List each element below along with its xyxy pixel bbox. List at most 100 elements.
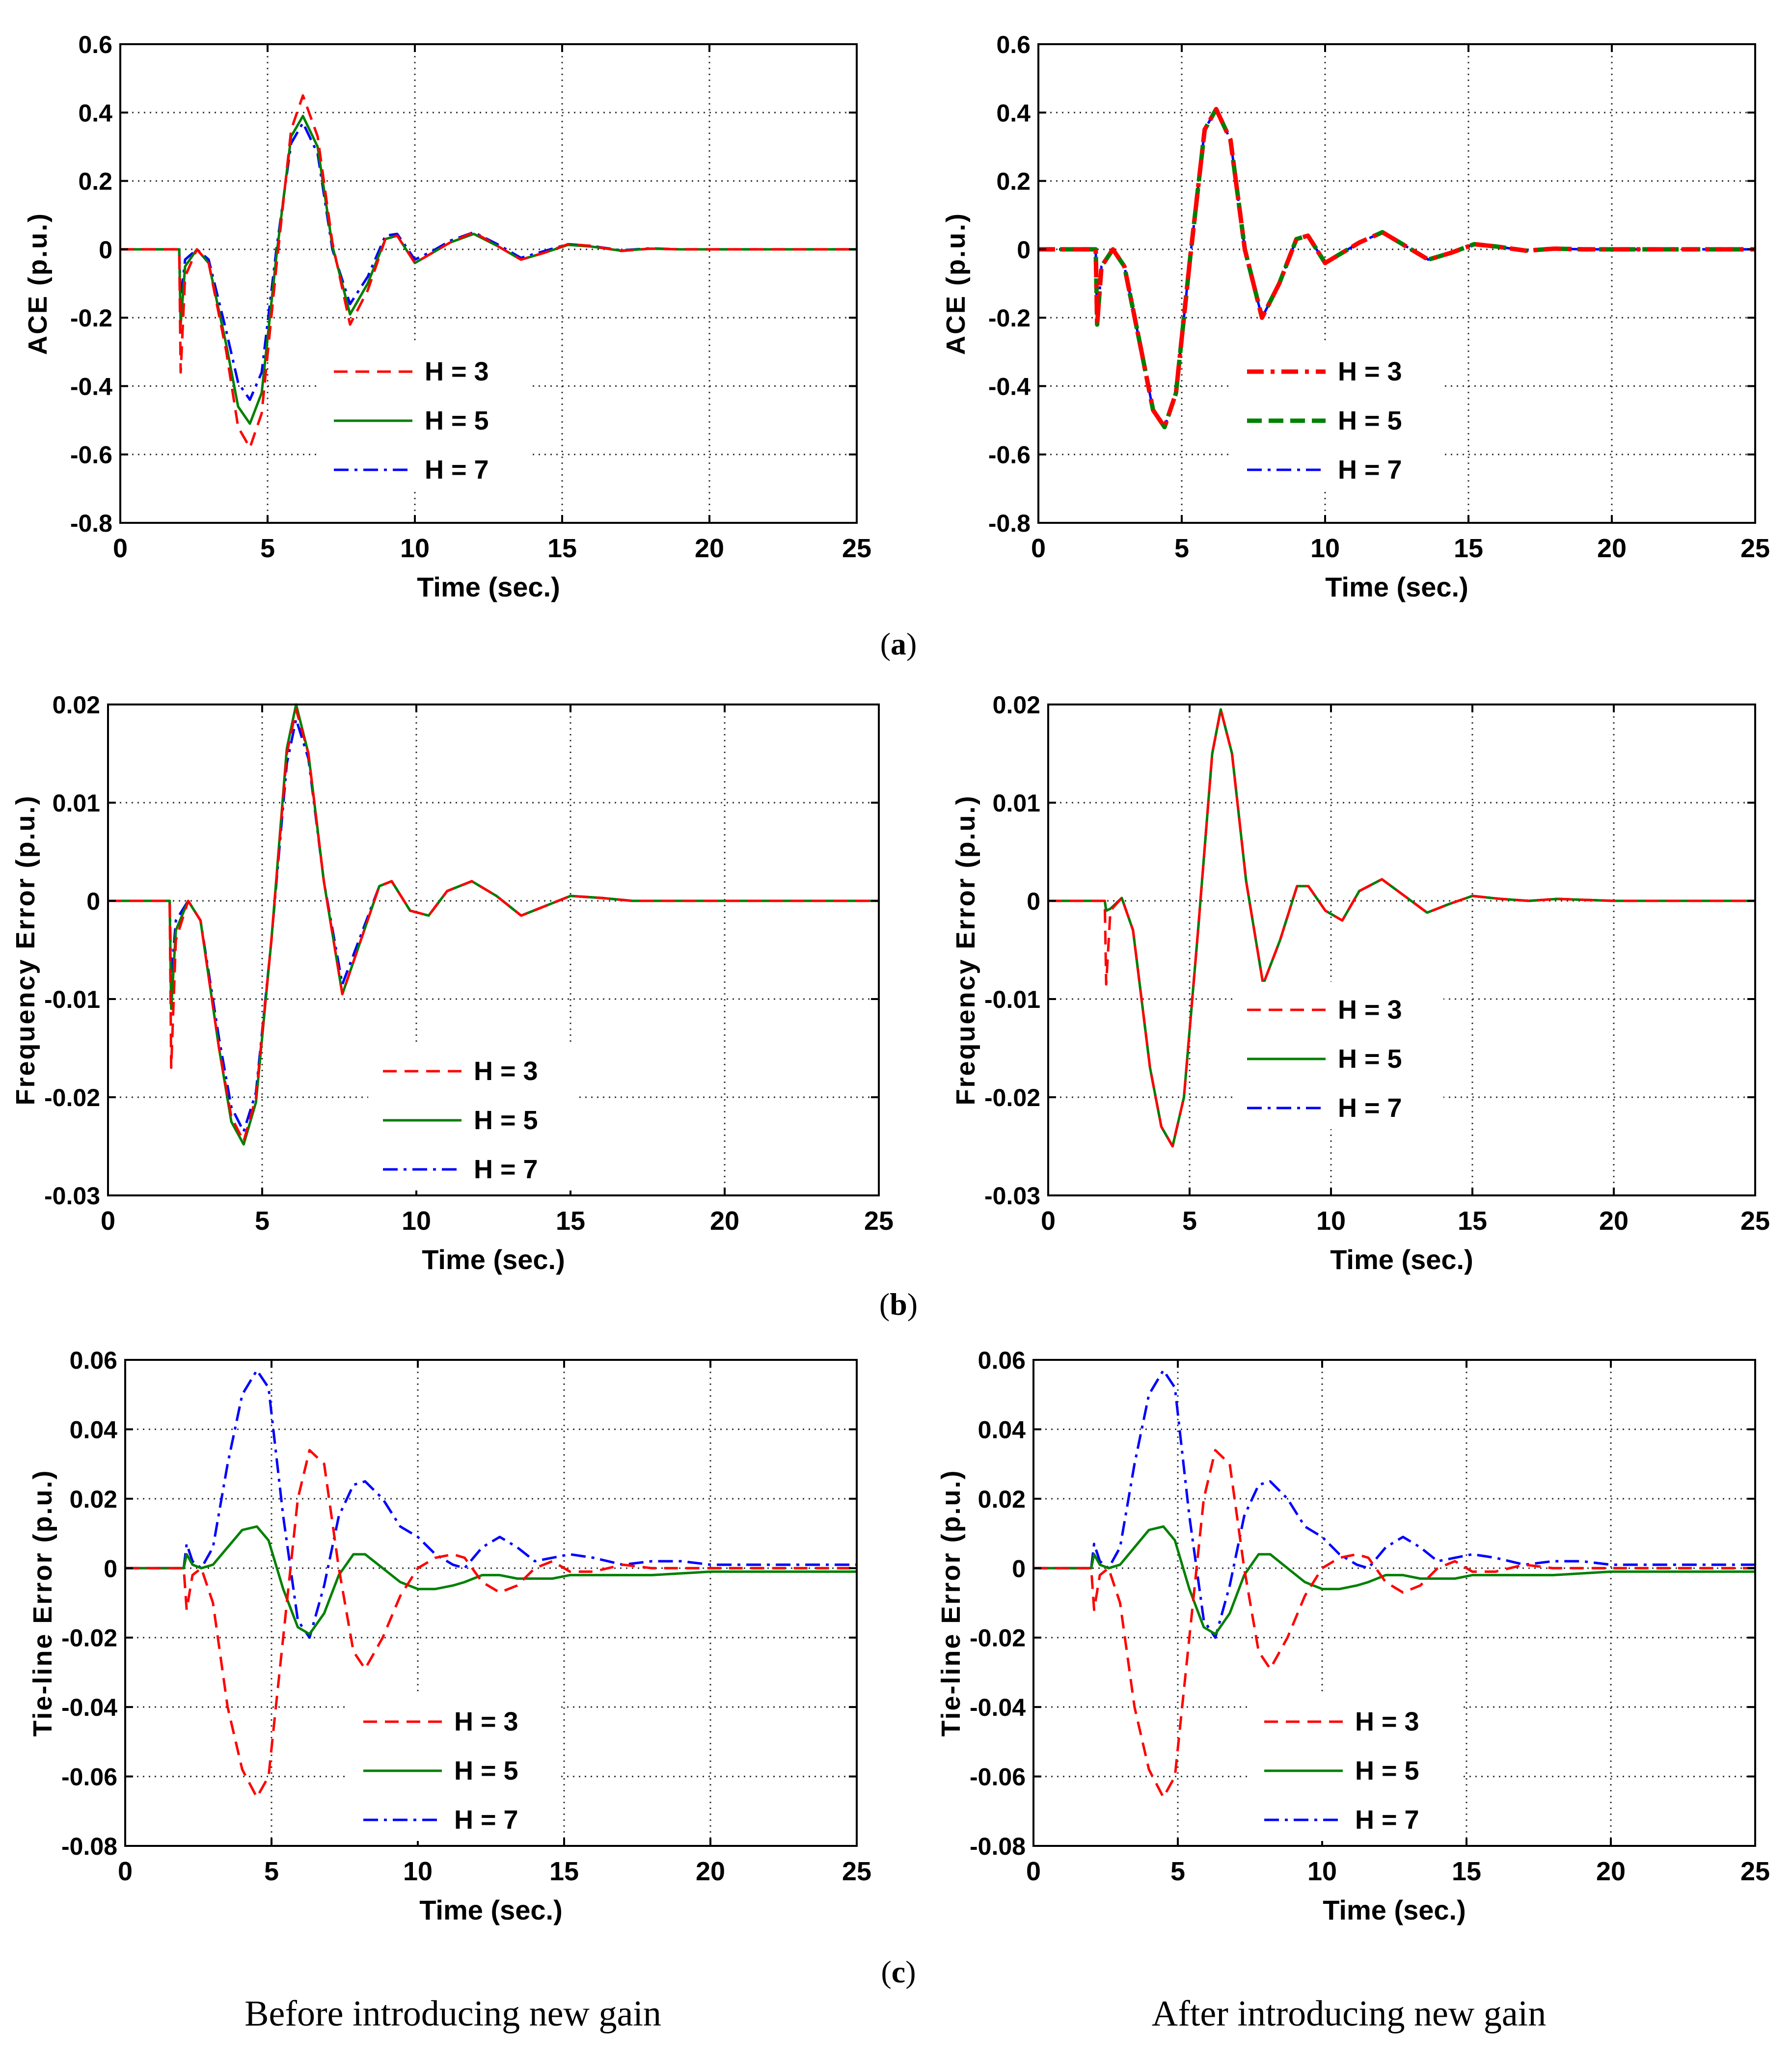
plot-frame: [124, 1359, 858, 1847]
y-tick-label: -0.2: [988, 304, 1031, 332]
y-tick-label: 0: [1027, 888, 1040, 915]
legend-label: H = 3: [425, 357, 489, 386]
y-tick-label: 0.2: [78, 168, 112, 195]
y-tick-label: 0.6: [78, 31, 112, 58]
y-tick-label: 0: [1012, 1555, 1026, 1582]
legend-label: H = 7: [454, 1805, 518, 1835]
y-tick-label: -0.6: [988, 441, 1031, 469]
legend: H = 3 H = 5 H = 7: [1232, 982, 1443, 1129]
series-line-h3: [1033, 1449, 1755, 1799]
y-tick-label: -0.4: [988, 373, 1031, 400]
legend-background: [319, 344, 530, 491]
plot-frame: [119, 43, 858, 524]
x-tick-label: 10: [400, 534, 430, 563]
x-tick-label: 10: [1316, 1206, 1346, 1236]
y-axis-label: ACE (p.u.): [23, 212, 53, 355]
series-line-h3: [1038, 107, 1755, 430]
y-tick-label: 0.02: [70, 1486, 117, 1513]
x-tick-label: 0: [101, 1206, 115, 1236]
y-tick-label: -0.06: [61, 1763, 117, 1791]
x-tick-label: 0: [113, 534, 128, 563]
chart-b-after: 0 5 10 15 20 25 -0.03 -0.02 -0.01 0 0.01 0.02 Time (…: [951, 691, 1770, 1275]
y-tick-label: 0: [99, 236, 112, 264]
x-tick-label: 5: [255, 1206, 270, 1236]
legend-label: H = 5: [425, 406, 489, 435]
x-tick-label: 25: [842, 1857, 871, 1886]
legend-label: H = 7: [1338, 455, 1402, 485]
legend: H = 3 H = 5 H = 7: [1249, 1694, 1461, 1841]
y-tick-label: -0.03: [984, 1182, 1040, 1210]
y-tick-label: 0.4: [78, 99, 112, 127]
series-line-h7: [1033, 1369, 1755, 1639]
legend-label: H = 7: [1355, 1805, 1419, 1835]
x-axis-label: Time (sec.): [419, 1895, 563, 1925]
footer-before-label: Before introducing new gain: [244, 1994, 661, 2034]
x-tick-label: 20: [710, 1206, 739, 1236]
y-tick-label: -0.2: [70, 304, 112, 332]
chart-b-before: 0 5 10 15 20 25 -0.03 -0.02 -0.01 0 0.01 0.02 Time (…: [11, 691, 894, 1275]
chart-a-after: 0 5 10 15 20 25 -0.8 -0.6 -0.4 -0.2 0 0.2 0.4 0.6 Time…: [941, 31, 1770, 602]
series-line-h7: [125, 1369, 857, 1639]
y-tick-label: 0.02: [993, 691, 1040, 719]
x-tick-label: 0: [1026, 1857, 1041, 1886]
panel-label-a: (a): [880, 626, 917, 661]
x-tick-label: 5: [1174, 534, 1189, 563]
legend-label: H = 3: [1355, 1707, 1419, 1736]
legend-label: H = 5: [474, 1106, 538, 1135]
x-tick-label: 25: [864, 1206, 894, 1236]
y-tick-label: 0.04: [70, 1416, 118, 1443]
x-tick-label: 20: [1597, 534, 1627, 563]
x-tick-label: 5: [1170, 1857, 1185, 1886]
y-tick-label: 0.2: [996, 168, 1031, 195]
y-tick-label: 0.6: [996, 31, 1031, 58]
legend-label: H = 3: [1338, 357, 1402, 386]
y-tick-label: -0.6: [70, 441, 112, 469]
legend: H = 3 H = 5 H = 7: [349, 1694, 560, 1841]
y-tick-label: -0.8: [988, 510, 1031, 537]
y-tick-label: -0.01: [984, 986, 1040, 1013]
x-tick-label: 20: [1596, 1857, 1626, 1886]
x-tick-label: 5: [264, 1857, 279, 1886]
x-tick-label: 25: [842, 534, 871, 563]
x-tick-label: 10: [403, 1857, 433, 1886]
legend-label: H = 7: [425, 455, 489, 485]
x-tick-label: 5: [1182, 1206, 1197, 1236]
x-tick-label: 15: [1452, 1857, 1481, 1886]
x-tick-label: 25: [1740, 534, 1770, 563]
y-axis-label: ACE (p.u.): [941, 212, 971, 355]
plot-frame: [107, 704, 880, 1196]
legend-background: [1249, 1694, 1461, 1841]
legend-label: H = 5: [454, 1756, 518, 1786]
y-tick-label: 0.01: [53, 789, 100, 817]
panel-label-b: (b): [879, 1287, 918, 1322]
y-tick-label: 0: [1017, 236, 1031, 264]
x-tick-label: 10: [1310, 534, 1340, 563]
x-axis-label: Time (sec.): [422, 1244, 565, 1275]
x-axis-label: Time (sec.): [1323, 1895, 1466, 1925]
legend: H = 3 H = 5 H = 7: [319, 344, 530, 491]
legend-label: H = 7: [474, 1155, 538, 1184]
plot-frame: [1037, 43, 1756, 524]
series-line-h3: [108, 708, 879, 1143]
legend-label: H = 3: [1338, 995, 1402, 1025]
x-tick-label: 20: [695, 534, 724, 563]
footer-after-label: After introducing new gain: [1151, 1994, 1547, 2034]
legend-background: [1232, 982, 1443, 1129]
x-tick-label: 15: [1458, 1206, 1487, 1236]
y-axis-label: Tie-line Error (p.u.): [28, 1469, 57, 1736]
series-line-h3: [1048, 708, 1755, 1148]
legend-label: H = 5: [1355, 1756, 1419, 1786]
x-tick-label: 0: [1031, 534, 1046, 563]
y-tick-label: 0: [86, 888, 100, 915]
x-axis-label: Time (sec.): [1325, 571, 1468, 602]
y-tick-label: -0.08: [61, 1833, 117, 1860]
y-tick-label: -0.4: [70, 373, 112, 400]
series-line-h3: [125, 1449, 857, 1799]
y-tick-label: 0.06: [978, 1347, 1026, 1374]
x-tick-label: 15: [1454, 534, 1483, 563]
y-tick-label: 0.4: [996, 99, 1031, 127]
x-axis-label: Time (sec.): [417, 571, 560, 602]
series-line-h5: [1033, 1525, 1755, 1636]
x-axis-label: Time (sec.): [1330, 1244, 1473, 1275]
y-tick-label: -0.04: [970, 1694, 1026, 1721]
